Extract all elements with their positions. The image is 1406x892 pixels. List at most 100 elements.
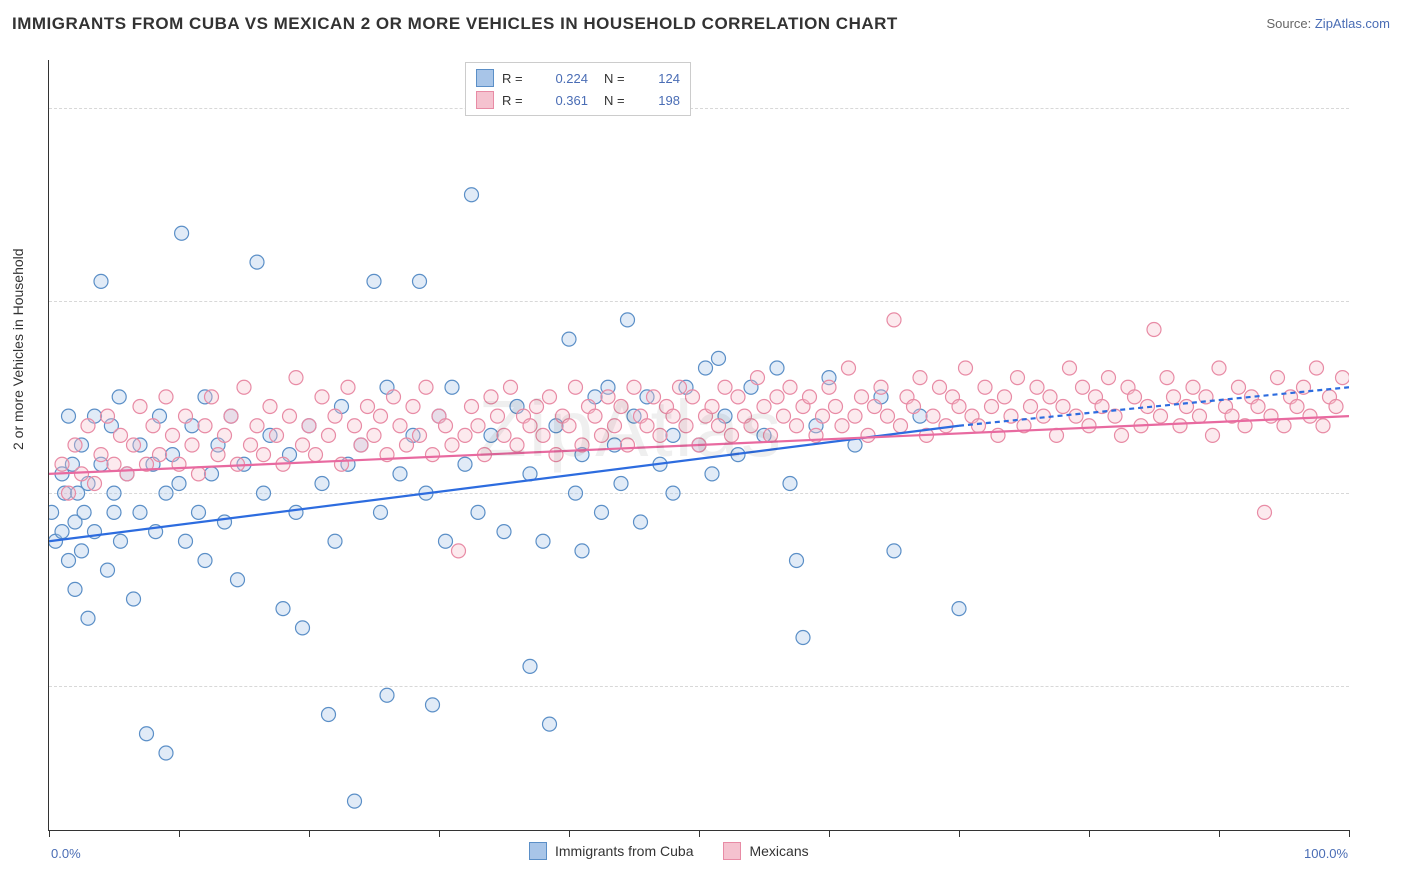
scatter-point-mexican bbox=[549, 448, 563, 462]
scatter-point-mexican bbox=[1251, 400, 1265, 414]
scatter-point-mexican bbox=[107, 457, 121, 471]
scatter-point-cuba bbox=[666, 486, 680, 500]
n-label: N = bbox=[604, 71, 632, 86]
scatter-point-mexican bbox=[387, 390, 401, 404]
scatter-point-mexican bbox=[978, 380, 992, 394]
scatter-point-mexican bbox=[237, 380, 251, 394]
scatter-point-mexican bbox=[1043, 390, 1057, 404]
scatter-point-mexican bbox=[1167, 390, 1181, 404]
scatter-point-mexican bbox=[1076, 380, 1090, 394]
scatter-point-mexican bbox=[1056, 400, 1070, 414]
scatter-point-mexican bbox=[725, 428, 739, 442]
scatter-point-mexican bbox=[1180, 400, 1194, 414]
scatter-point-cuba bbox=[296, 621, 310, 635]
scatter-point-cuba bbox=[484, 428, 498, 442]
x-tick-label: 0.0% bbox=[51, 846, 81, 861]
scatter-point-mexican bbox=[640, 419, 654, 433]
scatter-point-mexican bbox=[1024, 400, 1038, 414]
scatter-point-cuba bbox=[114, 534, 128, 548]
scatter-point-mexican bbox=[296, 438, 310, 452]
scatter-point-cuba bbox=[55, 525, 69, 539]
scatter-point-mexican bbox=[1193, 409, 1207, 423]
scatter-point-mexican bbox=[764, 428, 778, 442]
scatter-point-cuba bbox=[374, 505, 388, 519]
chart-title: IMMIGRANTS FROM CUBA VS MEXICAN 2 OR MOR… bbox=[12, 14, 898, 34]
scatter-point-mexican bbox=[62, 486, 76, 500]
scatter-point-mexican bbox=[270, 428, 284, 442]
legend-swatch bbox=[476, 91, 494, 109]
scatter-point-cuba bbox=[367, 274, 381, 288]
scatter-point-mexican bbox=[302, 419, 316, 433]
scatter-point-cuba bbox=[439, 534, 453, 548]
scatter-point-cuba bbox=[595, 505, 609, 519]
x-tick-mark bbox=[439, 830, 440, 837]
scatter-point-mexican bbox=[218, 428, 232, 442]
scatter-point-mexican bbox=[1310, 361, 1324, 375]
scatter-point-mexican bbox=[211, 448, 225, 462]
legend-swatch bbox=[529, 842, 547, 860]
scatter-point-mexican bbox=[601, 390, 615, 404]
scatter-point-cuba bbox=[276, 602, 290, 616]
scatter-point-mexican bbox=[1206, 428, 1220, 442]
scatter-point-mexican bbox=[959, 361, 973, 375]
scatter-point-mexican bbox=[465, 400, 479, 414]
scatter-point-cuba bbox=[543, 717, 557, 731]
scatter-point-cuba bbox=[445, 380, 459, 394]
scatter-point-mexican bbox=[114, 428, 128, 442]
scatter-point-mexican bbox=[322, 428, 336, 442]
scatter-point-mexican bbox=[348, 419, 362, 433]
source-link[interactable]: ZipAtlas.com bbox=[1315, 16, 1390, 31]
scatter-point-cuba bbox=[127, 592, 141, 606]
scatter-point-mexican bbox=[1069, 409, 1083, 423]
scatter-point-mexican bbox=[1037, 409, 1051, 423]
scatter-point-cuba bbox=[497, 525, 511, 539]
scatter-point-mexican bbox=[1186, 380, 1200, 394]
scatter-point-mexican bbox=[185, 438, 199, 452]
scatter-point-cuba bbox=[159, 746, 173, 760]
scatter-point-cuba bbox=[94, 274, 108, 288]
scatter-point-mexican bbox=[1290, 400, 1304, 414]
scatter-point-mexican bbox=[731, 390, 745, 404]
scatter-point-cuba bbox=[562, 332, 576, 346]
scatter-point-mexican bbox=[1258, 505, 1272, 519]
legend-item-mexican: Mexicans bbox=[723, 842, 808, 860]
scatter-point-cuba bbox=[107, 486, 121, 500]
scatter-point-mexican bbox=[887, 313, 901, 327]
scatter-point-mexican bbox=[497, 428, 511, 442]
n-value: 198 bbox=[640, 93, 680, 108]
scatter-point-mexican bbox=[315, 390, 329, 404]
scatter-point-mexican bbox=[1082, 419, 1096, 433]
scatter-point-mexican bbox=[816, 409, 830, 423]
scatter-point-mexican bbox=[491, 409, 505, 423]
scatter-point-cuba bbox=[315, 477, 329, 491]
scatter-point-cuba bbox=[112, 390, 126, 404]
r-label: R = bbox=[502, 93, 530, 108]
scatter-point-cuba bbox=[192, 505, 206, 519]
scatter-point-mexican bbox=[822, 380, 836, 394]
scatter-point-mexican bbox=[1030, 380, 1044, 394]
legend-item-cuba: Immigrants from Cuba bbox=[529, 842, 693, 860]
source-prefix: Source: bbox=[1266, 16, 1314, 31]
scatter-point-mexican bbox=[595, 428, 609, 442]
x-tick-mark bbox=[49, 830, 50, 837]
scatter-point-mexican bbox=[133, 400, 147, 414]
scatter-point-mexican bbox=[621, 438, 635, 452]
scatter-point-mexican bbox=[1303, 409, 1317, 423]
scatter-point-mexican bbox=[562, 419, 576, 433]
scatter-point-mexican bbox=[718, 380, 732, 394]
scatter-point-cuba bbox=[575, 544, 589, 558]
scatter-point-mexican bbox=[153, 448, 167, 462]
scatter-point-mexican bbox=[536, 428, 550, 442]
scatter-point-cuba bbox=[75, 544, 89, 558]
scatter-point-mexican bbox=[588, 409, 602, 423]
scatter-point-mexican bbox=[452, 544, 466, 558]
scatter-point-cuba bbox=[614, 477, 628, 491]
scatter-point-mexican bbox=[127, 438, 141, 452]
scatter-point-mexican bbox=[770, 390, 784, 404]
scatter-point-mexican bbox=[998, 390, 1012, 404]
scatter-point-cuba bbox=[107, 505, 121, 519]
scatter-point-cuba bbox=[179, 534, 193, 548]
chart-svg bbox=[49, 60, 1349, 830]
scatter-point-mexican bbox=[439, 419, 453, 433]
scatter-point-mexican bbox=[309, 448, 323, 462]
